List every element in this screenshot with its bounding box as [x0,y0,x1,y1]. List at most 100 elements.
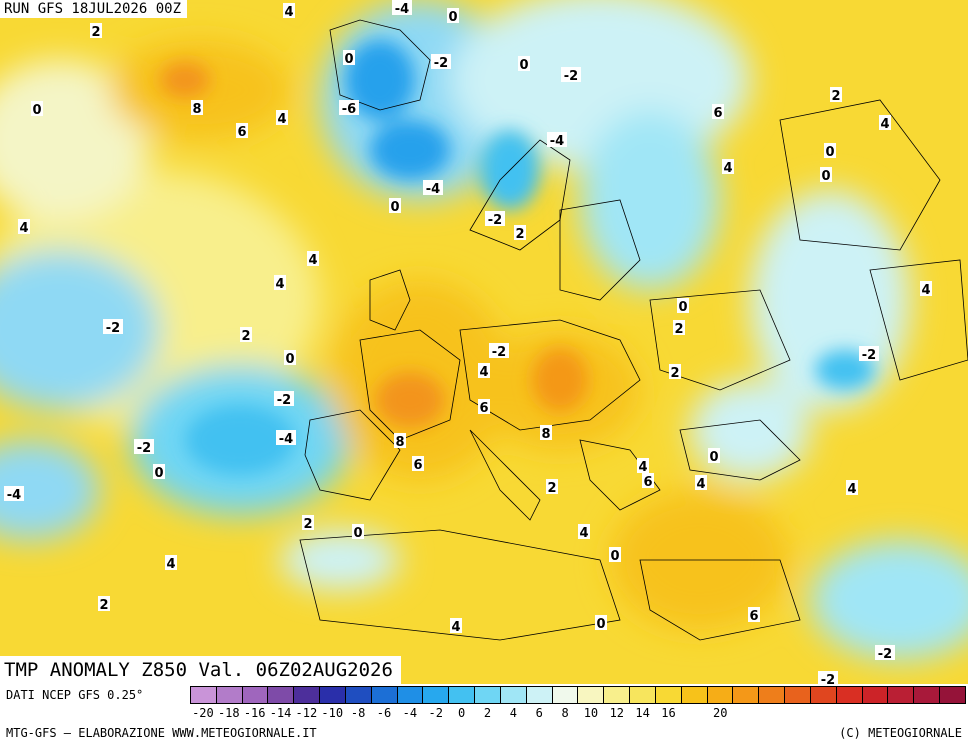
svg-text:4: 4 [880,117,889,132]
legend-area: DATI NCEP GFS 0.25° -20 -18 -16 -14 -12 -10 -8… [0,684,968,745]
svg-text:-2: -2 [106,321,120,336]
svg-text:4: 4 [277,112,286,127]
contour-label: 4 [637,458,649,475]
colorbar-swatch [242,687,269,703]
contour-label: 4 [879,115,891,132]
contour-label: 2 [546,479,558,496]
svg-text:-2: -2 [821,673,835,684]
svg-text:4: 4 [284,5,293,20]
contour-label: 0 [677,298,689,315]
contour-label: 2 [514,225,526,242]
svg-text:-2: -2 [862,348,876,363]
contour-label: -4 [4,486,24,503]
country-borders [299,19,968,641]
contour-label: 8 [540,425,552,442]
contour-label: -4 [276,430,296,447]
svg-text:0: 0 [390,200,399,215]
colorbar-tick-label: 20 [713,706,728,720]
colorbar-swatch [526,687,553,703]
svg-text:0: 0 [448,10,457,25]
contour-label: -2 [818,671,838,684]
svg-text:4: 4 [723,161,732,176]
colorbar-tick-label: -20 [192,706,214,720]
svg-text:-4: -4 [550,134,564,149]
svg-text:4: 4 [166,557,175,572]
contour-label: 4 [478,363,490,380]
contour-label: 6 [478,399,490,416]
colorbar-tick-label: -12 [295,706,318,720]
colorbar-tick-label: 14 [635,706,650,720]
colorbar-swatch [940,687,965,703]
colorbar-swatch [345,687,372,703]
svg-text:2: 2 [670,366,679,381]
svg-text:-2: -2 [434,56,448,71]
contour-label: -4 [392,0,412,17]
svg-text:-4: -4 [7,488,21,503]
contour-label: 0 [153,464,165,481]
svg-text:0: 0 [596,617,605,632]
colorbar-tick-label: 10 [583,706,599,720]
svg-text:0: 0 [353,526,362,541]
colorbar-swatch [630,687,656,703]
contour-label: 0 [820,167,832,184]
contour-label: 0 [389,198,401,215]
colorbar-tick-label: 12 [609,706,625,720]
colorbar-tick-label: 6 [535,706,543,720]
svg-text:6: 6 [643,475,652,490]
colorbar-tick-label: -14 [269,706,292,720]
svg-text:8: 8 [541,427,550,442]
svg-text:6: 6 [413,458,422,473]
svg-text:0: 0 [32,103,41,118]
contour-label: 4 [307,251,319,268]
svg-text:2: 2 [515,227,524,242]
svg-text:0: 0 [678,300,687,315]
svg-text:0: 0 [821,169,830,184]
contour-label: 0 [284,350,296,367]
colorbar-swatch [449,687,476,703]
footer-copyright: (C) METEOGIORNALE [839,726,962,740]
colorbar-swatch [759,687,786,703]
contour-label: 4 [274,275,286,292]
colorbar-swatch [320,687,346,703]
svg-text:2: 2 [547,481,556,496]
svg-text:2: 2 [674,322,683,337]
contour-label: 2 [90,23,102,40]
svg-text:0: 0 [344,52,353,67]
contour-label: 0 [352,524,364,541]
svg-text:8: 8 [192,102,201,117]
colorbar-swatch [862,687,889,703]
colorbar [190,686,966,704]
map-title: TMP ANOMALY Z850 Val. 06Z02AUG2026 [0,656,401,684]
footer-credit: MTG-GFS – ELABORAZIONE WWW.METEOGIORNALE… [6,726,317,740]
svg-text:4: 4 [579,526,588,541]
svg-text:6: 6 [479,401,488,416]
contour-label: 4 [722,159,734,176]
svg-text:0: 0 [519,58,528,73]
colorbar-tick-label: -16 [243,706,266,720]
contour-label: 0 [31,101,43,118]
colorbar-swatch [681,687,708,703]
contour-label: -2 [875,645,895,662]
contour-label: -2 [274,391,294,408]
contour-label: 2 [673,320,685,337]
contour-label: 4 [18,219,30,236]
svg-text:-4: -4 [279,432,293,447]
contour-label: 6 [748,607,760,624]
data-source: DATI NCEP GFS 0.25° [6,688,144,702]
svg-text:4: 4 [847,482,856,497]
contour-label: 2 [240,327,252,344]
colorbar-tick-label: -6 [376,706,392,720]
svg-text:2: 2 [99,598,108,613]
colorbar-tick-label: -4 [402,706,418,720]
svg-text:4: 4 [479,365,488,380]
contour-label: 4 [283,3,295,20]
colorbar-swatch [707,687,734,703]
svg-text:2: 2 [831,89,840,104]
contour-label: 6 [712,104,724,121]
contour-label: 6 [236,123,248,140]
svg-text:4: 4 [638,460,647,475]
colorbar-swatch [191,687,217,703]
colorbar-swatch [655,687,682,703]
